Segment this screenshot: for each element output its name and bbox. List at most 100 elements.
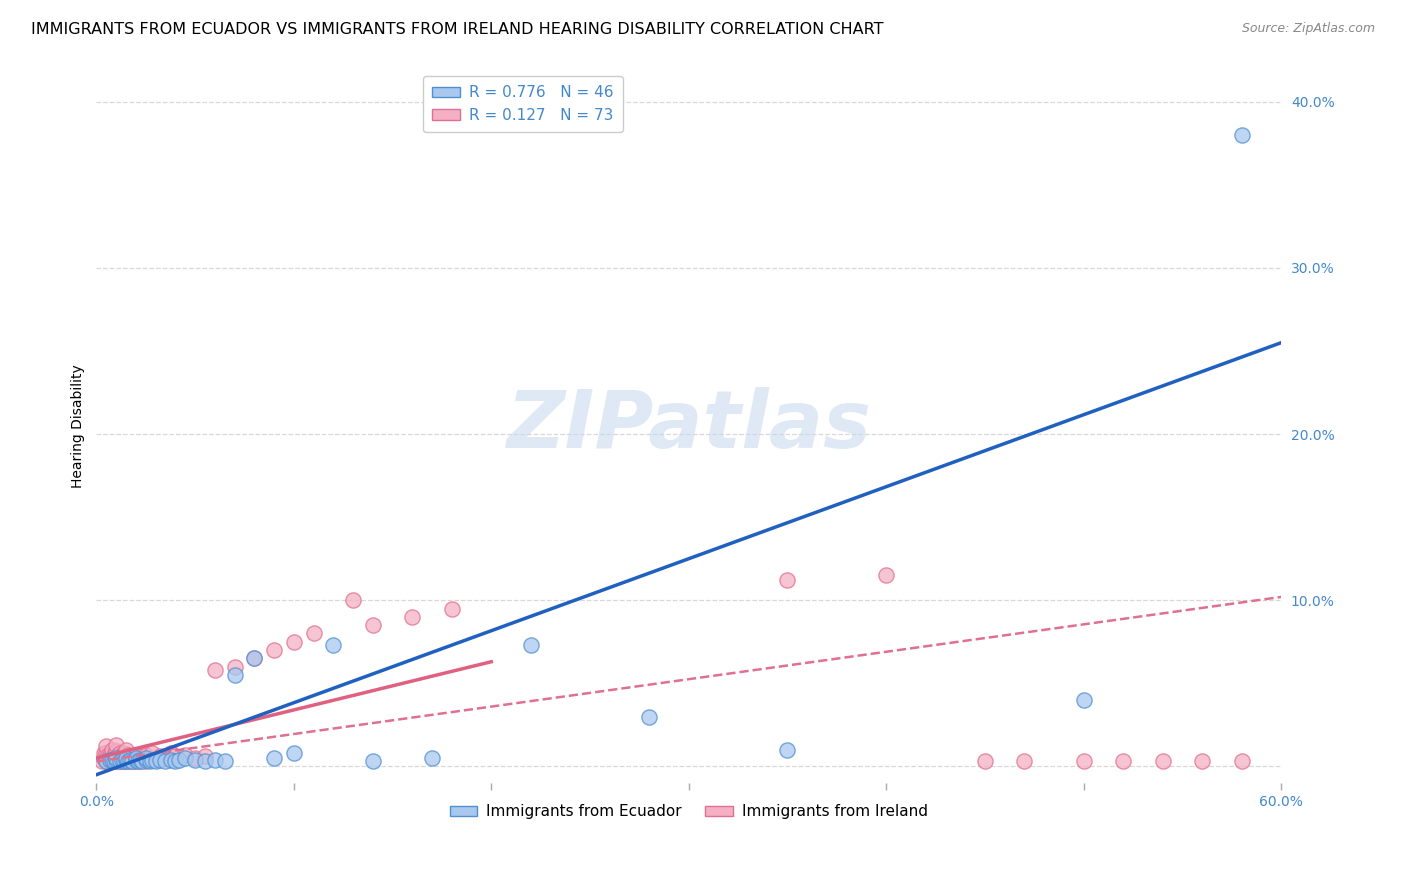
Point bbox=[361, 618, 384, 632]
Point bbox=[98, 755, 121, 769]
Point bbox=[165, 749, 187, 764]
Text: ZIPatlas: ZIPatlas bbox=[506, 387, 872, 465]
Point bbox=[184, 751, 207, 765]
Point bbox=[160, 753, 183, 767]
Point bbox=[105, 749, 128, 764]
Point bbox=[322, 638, 344, 652]
Point bbox=[224, 659, 246, 673]
Point bbox=[112, 755, 135, 769]
Point bbox=[101, 753, 124, 767]
Point bbox=[96, 755, 118, 769]
Point bbox=[283, 635, 305, 649]
Point bbox=[148, 753, 170, 767]
Text: Source: ZipAtlas.com: Source: ZipAtlas.com bbox=[1241, 22, 1375, 36]
Point bbox=[361, 755, 384, 769]
Point bbox=[112, 755, 135, 769]
Point bbox=[204, 663, 226, 677]
Point bbox=[103, 755, 125, 769]
Point bbox=[103, 747, 125, 762]
Point bbox=[111, 753, 134, 767]
Point bbox=[224, 668, 246, 682]
Point bbox=[115, 751, 138, 765]
Point bbox=[96, 739, 118, 754]
Point bbox=[118, 753, 141, 767]
Point bbox=[96, 751, 118, 765]
Point bbox=[96, 755, 118, 769]
Point bbox=[122, 755, 145, 769]
Point bbox=[107, 755, 129, 769]
Point bbox=[243, 651, 266, 665]
Point bbox=[243, 651, 266, 665]
Point bbox=[974, 755, 997, 769]
Point bbox=[93, 751, 115, 765]
Point bbox=[105, 738, 128, 752]
Point bbox=[115, 755, 138, 769]
Point bbox=[440, 601, 463, 615]
Point bbox=[125, 751, 148, 765]
Point bbox=[107, 747, 129, 762]
Point bbox=[302, 626, 325, 640]
Point bbox=[148, 749, 170, 764]
Point bbox=[121, 755, 143, 769]
Point bbox=[101, 755, 124, 769]
Point bbox=[263, 643, 285, 657]
Point bbox=[93, 746, 115, 760]
Point bbox=[127, 755, 149, 769]
Point bbox=[131, 755, 153, 769]
Point bbox=[96, 746, 118, 760]
Point bbox=[115, 743, 138, 757]
Point bbox=[125, 755, 148, 769]
Point bbox=[135, 751, 157, 765]
Point bbox=[638, 709, 661, 723]
Point bbox=[105, 751, 128, 765]
Point bbox=[111, 755, 134, 769]
Point bbox=[283, 746, 305, 760]
Point bbox=[194, 755, 217, 769]
Point bbox=[127, 753, 149, 767]
Point bbox=[160, 746, 183, 760]
Point bbox=[214, 755, 236, 769]
Point bbox=[117, 747, 139, 762]
Point bbox=[125, 747, 148, 762]
Point bbox=[169, 753, 191, 767]
Point bbox=[108, 746, 131, 760]
Point bbox=[1112, 755, 1135, 769]
Y-axis label: Hearing Disability: Hearing Disability bbox=[72, 364, 86, 488]
Point bbox=[155, 751, 177, 765]
Point bbox=[97, 755, 120, 769]
Point bbox=[115, 749, 138, 764]
Point bbox=[1230, 128, 1253, 142]
Point bbox=[118, 753, 141, 767]
Point bbox=[174, 747, 197, 762]
Point bbox=[1230, 755, 1253, 769]
Point bbox=[141, 746, 163, 760]
Point bbox=[135, 747, 157, 762]
Point bbox=[342, 593, 364, 607]
Point bbox=[1152, 755, 1174, 769]
Point bbox=[112, 746, 135, 760]
Point bbox=[108, 755, 131, 769]
Point bbox=[101, 749, 124, 764]
Point bbox=[520, 638, 543, 652]
Point bbox=[1191, 755, 1213, 769]
Point bbox=[101, 743, 124, 757]
Point bbox=[145, 755, 167, 769]
Point bbox=[194, 749, 217, 764]
Point bbox=[117, 755, 139, 769]
Point bbox=[776, 743, 799, 757]
Point bbox=[138, 753, 160, 767]
Point bbox=[1073, 693, 1095, 707]
Legend: Immigrants from Ecuador, Immigrants from Ireland: Immigrants from Ecuador, Immigrants from… bbox=[444, 798, 934, 825]
Point bbox=[91, 755, 114, 769]
Point bbox=[105, 755, 128, 769]
Text: IMMIGRANTS FROM ECUADOR VS IMMIGRANTS FROM IRELAND HEARING DISABILITY CORRELATIO: IMMIGRANTS FROM ECUADOR VS IMMIGRANTS FR… bbox=[31, 22, 883, 37]
Point bbox=[108, 755, 131, 769]
Point bbox=[105, 744, 128, 758]
Point bbox=[1014, 755, 1036, 769]
Point bbox=[117, 755, 139, 769]
Point bbox=[121, 749, 143, 764]
Point bbox=[121, 755, 143, 769]
Point bbox=[128, 755, 150, 769]
Point bbox=[138, 755, 160, 769]
Point bbox=[131, 749, 153, 764]
